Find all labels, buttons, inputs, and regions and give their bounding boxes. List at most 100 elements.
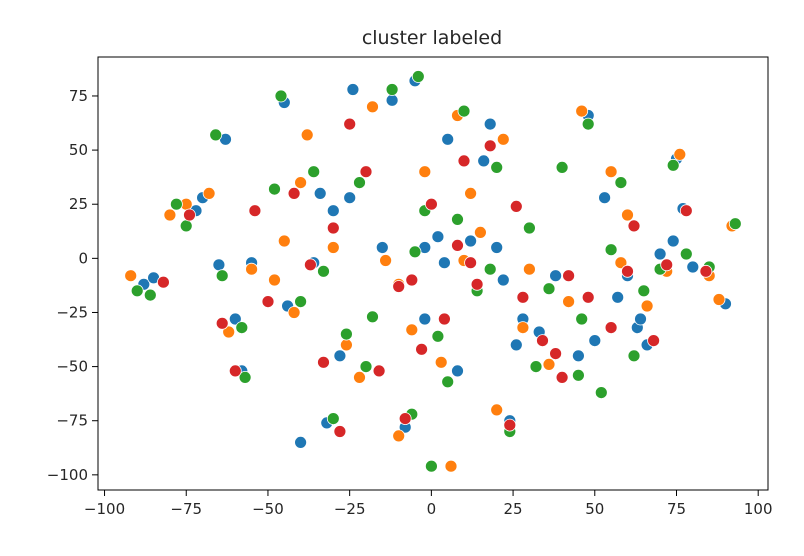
scatter-point	[549, 269, 562, 283]
scatter-point	[228, 364, 242, 378]
x-tick-label: −25	[334, 500, 366, 518]
scatter-point	[274, 89, 288, 103]
scatter-point	[464, 256, 478, 270]
scatter-point	[673, 147, 687, 161]
scatter-point	[483, 139, 497, 153]
scatter-point	[303, 258, 317, 272]
scatter-point	[317, 355, 330, 369]
scatter-point	[496, 132, 510, 146]
scatter-point	[457, 104, 471, 118]
scatter-point	[660, 258, 674, 272]
scatter-point	[333, 425, 347, 438]
scatter-point	[353, 370, 366, 384]
scatter-point	[339, 338, 353, 352]
scatter-point	[634, 312, 647, 326]
scatter-point	[431, 329, 445, 343]
scatter-point	[169, 197, 183, 211]
scatter-point	[294, 176, 308, 190]
scatter-point	[248, 204, 262, 218]
scatter-point	[572, 349, 585, 363]
scatter-point	[143, 288, 157, 302]
scatter-point	[653, 247, 667, 261]
scatter-point	[621, 264, 634, 278]
scatter-point	[379, 254, 393, 267]
scatter-point	[473, 225, 487, 239]
scatter-point	[156, 275, 170, 289]
scatter-point	[424, 459, 438, 473]
scatter-point	[464, 186, 478, 200]
scatter-point	[434, 355, 448, 369]
scatter-point	[124, 269, 138, 283]
scatter-point	[268, 182, 281, 196]
scatter-point	[222, 325, 236, 339]
scatter-point	[353, 176, 366, 190]
scatter-point	[418, 165, 432, 179]
y-tick-label: 25	[69, 195, 88, 213]
scatter-point	[640, 299, 654, 313]
scatter-point	[359, 360, 373, 374]
scatter-point	[294, 295, 308, 309]
scatter-point	[317, 264, 330, 278]
scatter-point	[614, 176, 628, 190]
scatter-point	[542, 357, 556, 371]
scatter-point	[215, 316, 229, 330]
scatter-point	[366, 100, 379, 114]
scatter-point	[431, 230, 445, 244]
scatter-point	[209, 128, 223, 142]
scatter-point	[523, 221, 536, 235]
scatter-point	[496, 273, 510, 287]
scatter-point	[294, 435, 308, 449]
scatter-point	[228, 312, 242, 326]
axes-layer: −100 −75 −50 −25 0 25 50 75 100 75 50 25 0 −25 −50 −75 −…	[47, 56, 773, 518]
scatter-point	[326, 412, 340, 426]
scatter-point	[451, 238, 464, 252]
scatter-point	[516, 290, 530, 304]
scatter-point	[408, 245, 422, 259]
scatter-point	[483, 117, 497, 131]
x-tick-label: −100	[84, 500, 125, 518]
scatter-point	[268, 273, 281, 287]
scatter-point	[588, 334, 602, 348]
scatter-point	[666, 234, 680, 248]
scatter-point	[647, 334, 660, 348]
scatter-point	[627, 219, 641, 233]
scatter-point	[392, 280, 406, 293]
scatter-point	[346, 83, 360, 96]
scatter-point	[555, 160, 569, 174]
scatter-point	[594, 386, 608, 400]
scatter-point	[235, 321, 249, 335]
scatter-point	[575, 104, 589, 118]
scatter-point	[130, 284, 144, 298]
scatter-point	[418, 312, 432, 326]
scatter-point	[245, 262, 259, 276]
scatter-point	[679, 247, 693, 261]
scatter-point	[490, 241, 504, 254]
scatter-point	[581, 290, 595, 304]
y-tick-label: −50	[56, 358, 88, 376]
scatter-point	[490, 403, 504, 417]
scatter-point	[343, 191, 357, 205]
scatter-point	[529, 360, 543, 374]
y-tick-label: −25	[56, 303, 88, 321]
scatter-point	[604, 321, 618, 335]
scatter-point	[277, 234, 291, 248]
scatter-point	[509, 199, 523, 213]
scatter-point	[183, 208, 196, 222]
scatter-point	[392, 429, 406, 443]
scatter-point	[437, 312, 451, 326]
scatter-point	[179, 219, 193, 233]
scatter-point	[611, 290, 625, 304]
scatter-point	[503, 418, 517, 432]
scatter-point	[699, 264, 713, 278]
scatter-point	[523, 262, 536, 276]
scatter-point	[562, 295, 575, 309]
x-tick-label: −50	[252, 500, 284, 518]
scatter-point	[437, 256, 451, 270]
scatter-point	[405, 323, 419, 337]
scatter-point	[575, 312, 589, 326]
scatter-point	[343, 117, 357, 131]
scatter-point	[300, 128, 314, 142]
scatter-point	[728, 217, 742, 231]
scatter-point	[415, 342, 429, 356]
